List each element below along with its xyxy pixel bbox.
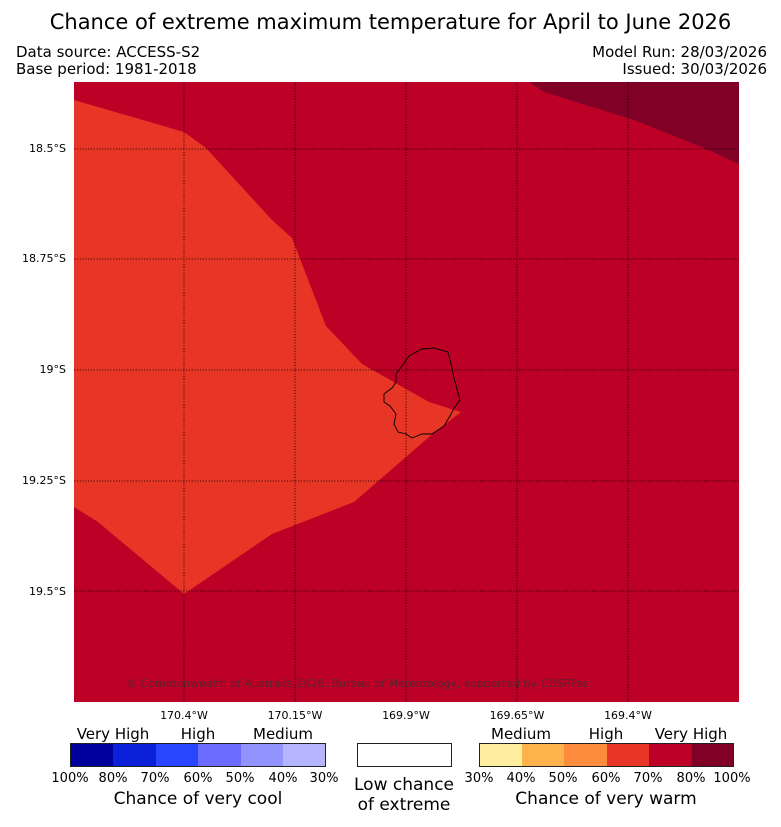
extreme-warm-region	[529, 82, 739, 164]
cool-color-cell	[198, 744, 241, 766]
warm-color-cell	[607, 744, 649, 766]
lat-label: 18.5°S	[29, 142, 66, 155]
low-chance-label: Low chance of extreme	[354, 775, 454, 815]
lon-label: 169.4°W	[604, 709, 652, 722]
warm-category-medium: Medium	[491, 725, 551, 743]
lat-label: 19.25°S	[22, 474, 66, 487]
warm-category-high: High	[588, 725, 624, 743]
warm-category-very-high: Very High	[654, 725, 728, 743]
warm-legend-title: Chance of very warm	[515, 789, 697, 809]
cool-color-cell	[156, 744, 198, 766]
cool-legend-title: Chance of very cool	[113, 789, 283, 809]
warm-color-cell	[649, 744, 692, 766]
forecast-map[interactable]: © Commonwealth of Australia 2026, Bureau…	[74, 82, 739, 702]
header-right-info: Model Run: 28/03/2026 Issued: 30/03/2026	[592, 44, 767, 78]
cool-tick: 70%	[140, 771, 170, 786]
model-run-label: Model Run: 28/03/2026	[592, 43, 767, 61]
lon-label: 170.4°W	[160, 709, 208, 722]
warm-color-cell	[564, 744, 607, 766]
cool-tick: 80%	[98, 771, 128, 786]
warm-tick: 50%	[548, 771, 578, 786]
lon-label: 169.65°W	[489, 709, 545, 722]
cool-category-medium: Medium	[253, 725, 313, 743]
low-chance-swatch	[357, 743, 452, 767]
warm-tick: 60%	[591, 771, 621, 786]
cool-tick: 60%	[183, 771, 213, 786]
cool-color-cell	[113, 744, 156, 766]
cool-color-cell	[283, 744, 325, 766]
low-chance-line2: of extreme	[357, 795, 451, 815]
warm-tick: 30%	[464, 771, 494, 786]
chart-title: Chance of extreme maximum temperature fo…	[49, 10, 732, 34]
cool-tick: 30%	[309, 771, 339, 786]
warm-tick: 100%	[713, 771, 751, 786]
warm-color-cell	[480, 744, 522, 766]
cool-tick: 100%	[51, 771, 89, 786]
lon-label: 169.9°W	[382, 709, 430, 722]
warm-tick: 40%	[506, 771, 536, 786]
cool-colorbar	[70, 743, 326, 767]
warm-colorbar	[479, 743, 734, 767]
base-period-label: Base period: 1981-2018	[16, 60, 197, 78]
lat-label: 18.75°S	[22, 252, 66, 265]
lat-label: 19.5°S	[29, 585, 66, 598]
cool-tick: 40%	[268, 771, 298, 786]
cool-category-high: High	[180, 725, 216, 743]
warm-color-cell	[522, 744, 564, 766]
copyright-notice: © Commonwealth of Australia 2026, Bureau…	[126, 677, 589, 690]
warm-tick: 70%	[633, 771, 663, 786]
header-left-info: Data source: ACCESS-S2 Base period: 1981…	[16, 44, 200, 78]
cool-color-cell	[71, 744, 113, 766]
warm-color-cell	[692, 744, 733, 766]
cool-tick: 50%	[225, 771, 255, 786]
issued-label: Issued: 30/03/2026	[622, 60, 767, 78]
niue-island-outline	[383, 347, 461, 439]
cool-category-very-high: Very High	[76, 725, 150, 743]
cool-color-cell	[241, 744, 283, 766]
low-chance-line1: Low chance	[354, 775, 454, 795]
lat-label: 19°S	[39, 363, 66, 376]
warm-tick: 80%	[676, 771, 706, 786]
high-warm-region	[74, 100, 461, 594]
data-source-label: Data source: ACCESS-S2	[16, 43, 201, 61]
lon-label: 170.15°W	[267, 709, 323, 722]
